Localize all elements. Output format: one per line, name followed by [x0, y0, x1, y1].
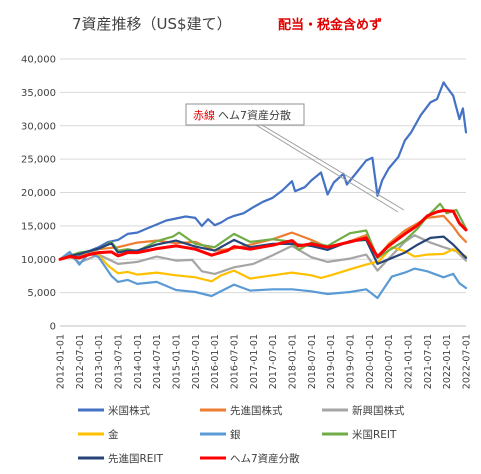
series-lines — [58, 81, 468, 300]
legend-label-0: 米国株式 — [108, 404, 150, 417]
y-tick-label: 5,000 — [27, 288, 56, 299]
x-tick-label: 2017-07-01 — [268, 334, 279, 389]
legend-label-6: 先進国REIT — [108, 453, 164, 465]
legend-label-3: 金 — [108, 428, 119, 441]
y-axis: 0 5,000 10,000 15,000 20,000 25,000 30,000 35,0… — [21, 55, 56, 333]
series-line-3 — [58, 246, 468, 283]
x-tick-label: 2020-07-01 — [384, 334, 395, 389]
series-line-7 — [58, 209, 468, 261]
legend-label-4: 銀 — [230, 428, 241, 441]
callout-text: 赤線 ヘム7資産分散 — [193, 108, 291, 122]
y-tick-label: 25,000 — [21, 155, 56, 166]
y-tick-label: 30,000 — [21, 121, 56, 132]
x-tick-label: 2014-07-01 — [152, 334, 163, 389]
x-tick-label: 2015-07-01 — [191, 334, 202, 389]
x-tick-label: 2013-01-01 — [94, 334, 105, 389]
x-tick-label: 2016-07-01 — [230, 334, 241, 389]
series-line-4 — [58, 250, 468, 300]
series-line-6 — [58, 235, 468, 265]
x-tick-label: 2021-07-01 — [423, 334, 434, 389]
callout-leader-2 — [261, 124, 405, 211]
x-tick-label: 2020-01-01 — [365, 334, 376, 389]
annotation-callout: 赤線 ヘム7資産分散 — [185, 103, 405, 213]
legend-label-1: 先進国株式 — [230, 404, 283, 417]
x-tick-label: 2013-07-01 — [114, 334, 125, 389]
x-tick-label: 2014-01-01 — [133, 334, 144, 389]
y-tick-label: 35,000 — [21, 88, 56, 99]
series-line-0 — [58, 81, 468, 261]
chart-title: 7資産推移（US$建て） — [72, 15, 232, 33]
x-tick-label: 2018-07-01 — [307, 334, 318, 389]
x-axis: 2012-01-01 2012-07-01 2013-01-01 2013-07-01… — [56, 334, 473, 389]
y-tick-label: 20,000 — [21, 188, 56, 199]
x-tick-label: 2022-01-01 — [442, 334, 453, 389]
y-tick-label: 10,000 — [21, 255, 56, 266]
x-tick-label: 2015-01-01 — [172, 334, 183, 389]
x-tick-label: 2012-07-01 — [75, 334, 86, 389]
x-tick-label: 2016-01-01 — [210, 334, 221, 389]
x-tick-label: 2019-07-01 — [346, 334, 357, 389]
x-tick-label: 2021-01-01 — [404, 334, 415, 389]
legend-label-2: 新興国株式 — [352, 404, 405, 417]
series-line-2 — [58, 234, 468, 275]
callout-label: ヘム7資産分散 — [218, 108, 291, 122]
x-tick-label: 2018-01-01 — [288, 334, 299, 389]
callout-box — [185, 103, 305, 126]
x-tick-label: 2012-01-01 — [56, 334, 67, 389]
legend-label-5: 米国REIT — [352, 428, 397, 441]
callout-leader-1 — [255, 124, 399, 213]
x-tick-label: 2022-07-01 — [462, 334, 473, 389]
grid-lines — [60, 58, 466, 327]
legend-label-7: ヘム7資産分散 — [230, 452, 300, 465]
y-tick-label: 40,000 — [21, 55, 56, 66]
callout-prefix: 赤線 — [193, 108, 215, 122]
y-tick-label: 15,000 — [21, 221, 56, 232]
x-tick-label: 2019-01-01 — [326, 334, 337, 389]
y-tick-label: 0 — [50, 322, 56, 333]
x-tick-label: 2017-01-01 — [249, 334, 260, 389]
chart-note: 配当・税金含めず — [278, 17, 382, 33]
